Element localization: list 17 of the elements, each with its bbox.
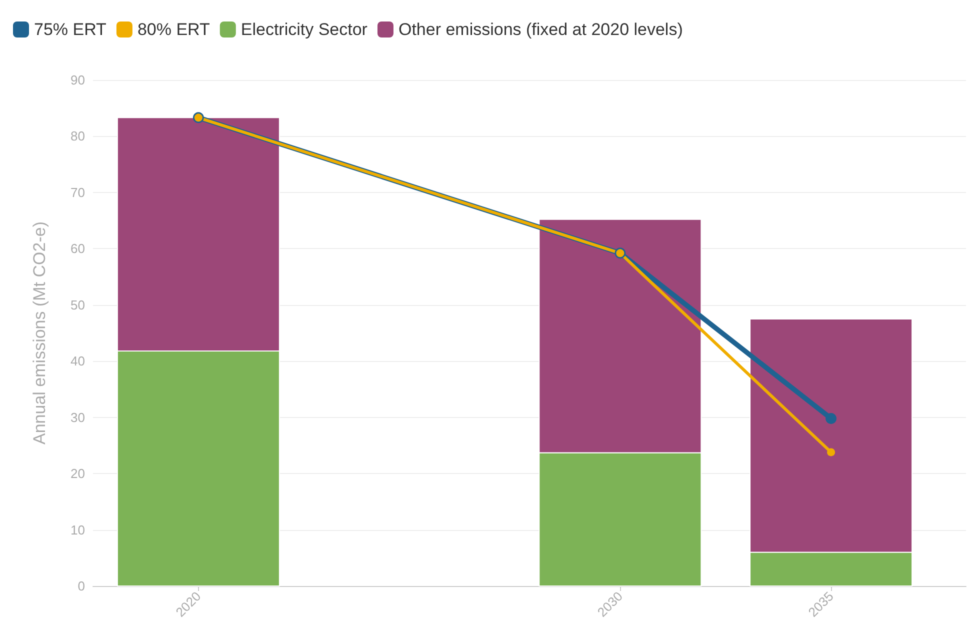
y-tick-label: 70 bbox=[70, 184, 85, 200]
y-tick-label: 20 bbox=[70, 466, 85, 482]
y-tick-label: 0 bbox=[78, 578, 85, 594]
y-tick-label: 60 bbox=[70, 241, 85, 256]
y-tick-label: 80 bbox=[70, 128, 85, 144]
y-tick-label: 30 bbox=[70, 410, 85, 425]
y-tick-label: 40 bbox=[70, 354, 85, 369]
y-tick-label: 90 bbox=[70, 72, 85, 88]
y-tick-label: 10 bbox=[70, 522, 85, 538]
legend-label: 80% ERT bbox=[137, 20, 210, 39]
legend-label: Other emissions (fixed at 2020 levels) bbox=[398, 20, 683, 39]
legend-label: 75% ERT bbox=[34, 20, 106, 39]
y-tick-label: 50 bbox=[70, 297, 85, 312]
point bbox=[827, 448, 836, 456]
point bbox=[826, 412, 837, 424]
y-axis-title: Annual emissions (Mt CO2-e) bbox=[30, 222, 49, 444]
legend-label: Electricity Sector bbox=[240, 20, 368, 39]
